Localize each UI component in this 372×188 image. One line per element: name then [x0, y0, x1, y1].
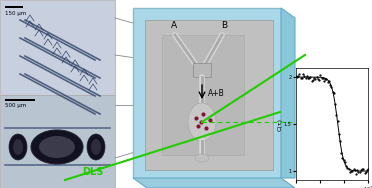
Text: 500 μm: 500 μm — [5, 103, 26, 108]
Ellipse shape — [31, 130, 83, 164]
Bar — [5, 99, 35, 101]
Y-axis label: C(τ): C(τ) — [278, 118, 282, 131]
Text: θ: θ — [300, 72, 308, 82]
Ellipse shape — [188, 103, 216, 141]
Bar — [145, 20, 273, 170]
Ellipse shape — [195, 154, 209, 162]
Ellipse shape — [91, 139, 101, 155]
Bar — [0, 95, 115, 188]
Bar — [5, 6, 23, 8]
Text: B: B — [221, 21, 227, 30]
Ellipse shape — [87, 134, 105, 160]
Bar — [193, 63, 211, 77]
Bar — [0, 0, 115, 95]
Text: A+B: A+B — [208, 89, 225, 98]
Polygon shape — [281, 8, 295, 178]
Ellipse shape — [39, 136, 75, 158]
Text: A: A — [171, 21, 177, 30]
Bar — [133, 8, 281, 178]
Bar — [162, 35, 244, 155]
Text: DLS: DLS — [82, 167, 103, 177]
Text: 150 μm: 150 μm — [5, 11, 26, 16]
Ellipse shape — [13, 139, 23, 155]
Polygon shape — [133, 178, 295, 188]
Ellipse shape — [9, 134, 27, 160]
